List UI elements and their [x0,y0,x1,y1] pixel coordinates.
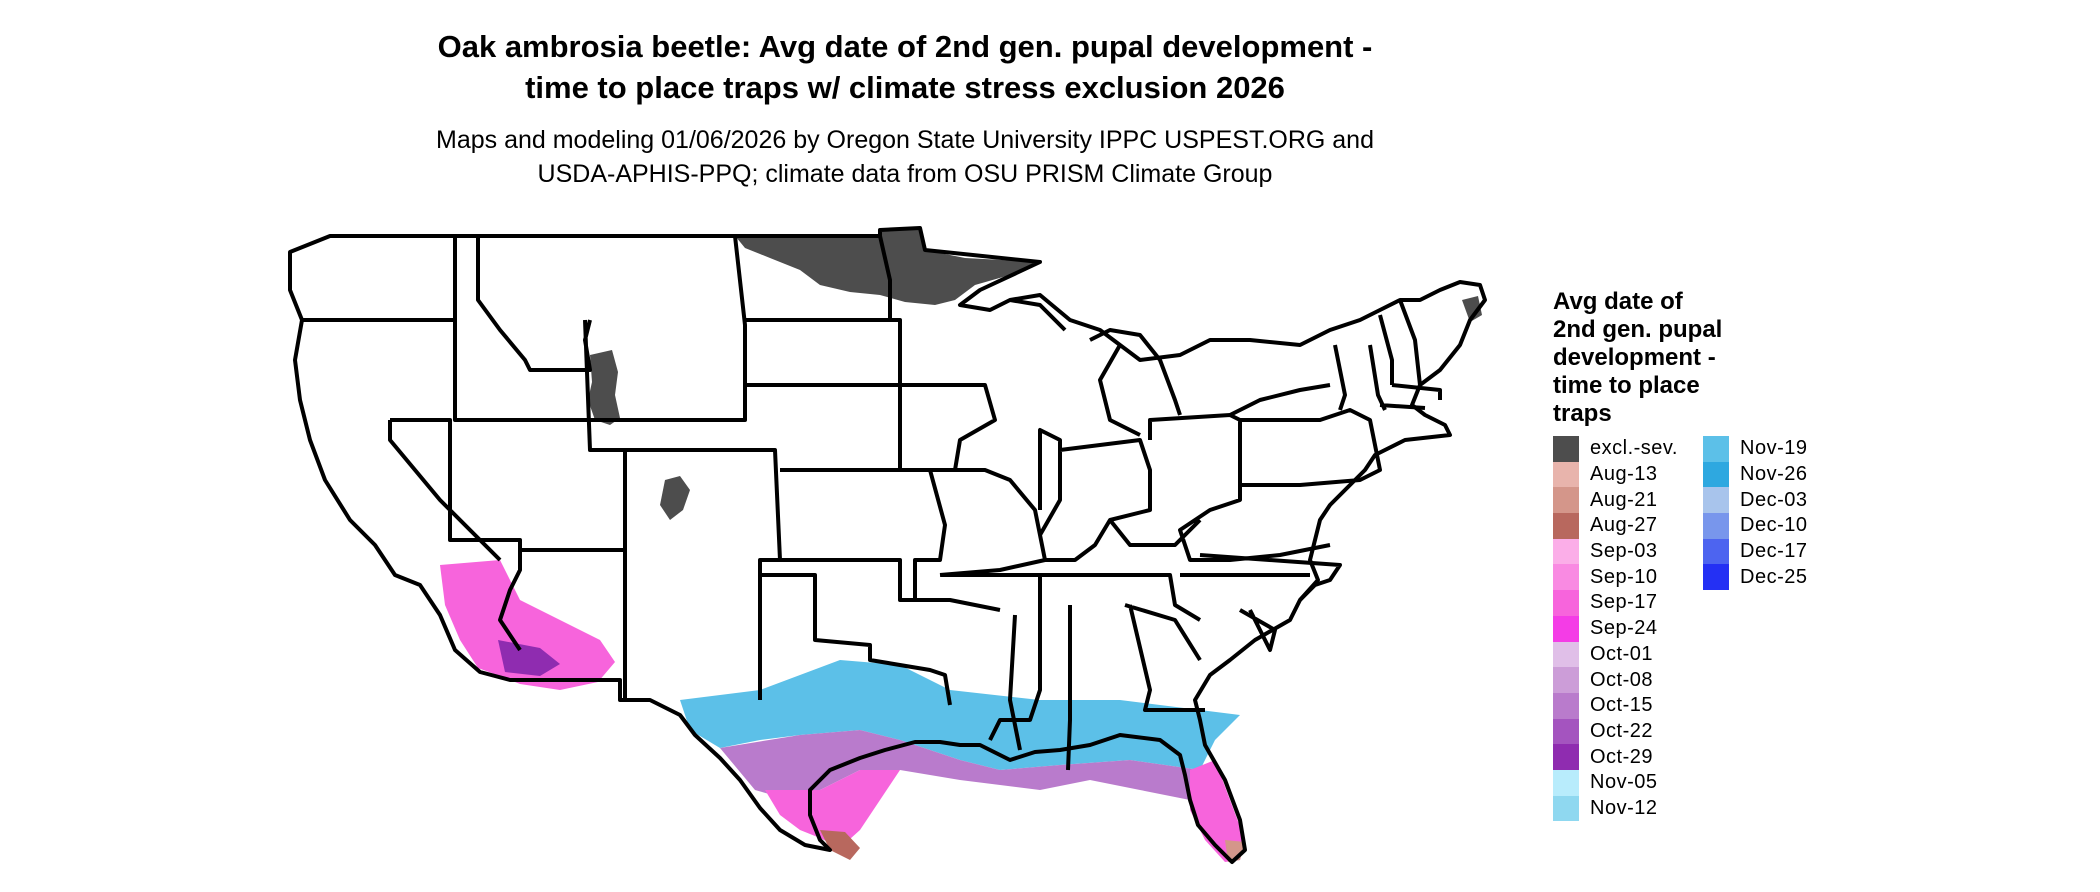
legend-item: Nov-26 [1703,461,1808,488]
excluded-area-wyoming [588,350,620,425]
us-outline [288,226,1487,864]
map-subtitle-line-2: USDA-APHIS-PPQ; climate data from OSU PR… [537,160,1273,188]
legend-swatch [1553,615,1579,642]
legend-title: Avg date of 2nd gen. pupal development -… [1553,288,1722,428]
legend-swatch [1553,487,1579,514]
legend-item: Dec-25 [1703,564,1808,591]
legend-title-line-5: traps [1553,400,1612,427]
state-lines-west [300,235,1442,771]
legend-swatch [1553,667,1579,693]
gulf-band-purple [720,730,1215,800]
state-boundaries [288,226,1487,864]
legend-label: Sep-03 [1590,540,1658,563]
legend-label: Oct-08 [1590,668,1654,691]
great-lakes-outline [1009,298,1331,437]
legend-label: Nov-26 [1740,463,1808,486]
excluded-area-maine [1462,296,1482,322]
legend-item: Sep-10 [1553,564,1678,591]
legend-label: Nov-12 [1590,796,1658,819]
legend-swatch [1553,590,1579,616]
legend-swatch [1703,436,1729,462]
legend-label: Aug-21 [1590,488,1658,511]
legend-label: Nov-19 [1740,437,1808,460]
legend-item: Oct-22 [1553,718,1678,745]
map-fill-layer [440,228,1482,862]
legend-swatch [1553,513,1579,539]
legend-item: Dec-03 [1703,487,1808,514]
legend-label: Aug-13 [1590,463,1658,486]
legend-item: Sep-03 [1553,538,1678,565]
map-subtitle-line-1: Maps and modeling 01/06/2026 by Oregon S… [436,126,1374,154]
legend-swatch [1553,461,1579,488]
legend-item: Dec-17 [1703,538,1808,565]
legend-column-2: Nov-19 Nov-26 Dec-03 Dec-10 Dec-17 Dec-25 [1703,436,1808,591]
legend-swatch [1553,641,1579,668]
legend-item: Sep-17 [1553,590,1678,616]
legend-column-1: excl.-sev. Aug-13 Aug-21 Aug-27 Sep-03 Sep-10… [1553,436,1678,822]
legend-swatch [1703,461,1729,488]
map-subtitle: Maps and modeling 01/06/2026 by Oregon S… [0,123,1810,191]
desert-heat-zone [440,560,615,690]
legend-swatch [1703,538,1729,565]
texas-coast-magenta [765,770,900,848]
legend-swatch [1553,718,1579,745]
legend-item: Nov-12 [1553,795,1678,822]
legend-title-line-2: 2nd gen. pupal [1553,316,1723,343]
legend-label: Sep-10 [1590,565,1658,588]
legend-swatch [1703,513,1729,539]
florida-magenta [1190,760,1245,862]
legend-swatch [1553,436,1579,462]
legend-label: Dec-03 [1740,488,1808,511]
legend-label: Dec-10 [1740,514,1808,537]
map-title-line-1: Oak ambrosia beetle: Avg date of 2nd gen… [437,29,1373,64]
excluded-area-colorado [660,476,690,520]
legend-item: Aug-13 [1553,461,1678,488]
legend-label: Dec-25 [1740,565,1808,588]
legend-swatch [1553,538,1579,565]
legend-label: Oct-22 [1590,719,1654,742]
desert-heat-zone-core [498,640,560,676]
legend-swatch [1553,769,1579,796]
legend-item: Nov-05 [1553,769,1678,796]
legend-swatch [1553,744,1579,770]
map-title-line-2: time to place traps w/ climate stress ex… [525,70,1285,105]
legend-swatch [1703,564,1729,591]
legend-swatch [1703,487,1729,514]
legend-label: Aug-27 [1590,514,1658,537]
legend-label: Oct-15 [1590,694,1654,717]
legend-title-line-1: Avg date of [1553,288,1683,315]
legend-item: Oct-15 [1553,692,1678,719]
legend-label: Nov-05 [1590,771,1658,794]
legend-title-line-4: time to place [1553,372,1700,399]
legend-item: Sep-24 [1553,615,1678,642]
legend-swatch [1553,692,1579,719]
legend-label: excl.-sev. [1590,437,1678,460]
legend-item: Oct-01 [1553,641,1678,668]
legend-label: Dec-17 [1740,540,1808,563]
legend-item: Nov-19 [1703,436,1807,462]
texas-tip-brown [820,830,860,860]
legend-item: Dec-10 [1703,513,1807,539]
legend-label: Sep-17 [1590,591,1658,614]
legend-label: Oct-29 [1590,745,1654,768]
legend-item: excl.-sev. [1553,436,1678,462]
legend-label: Sep-24 [1590,617,1658,640]
legend-item: Oct-08 [1553,667,1678,693]
legend-title-line-3: development - [1553,344,1716,371]
map-title: Oak ambrosia beetle: Avg date of 2nd gen… [0,26,1810,108]
legend-swatch [1553,564,1579,591]
legend-swatch [1553,795,1579,822]
legend-item: Aug-27 [1553,513,1678,539]
legend-item: Aug-21 [1553,487,1678,514]
legend-label: Oct-01 [1590,642,1654,665]
legend-item: Oct-29 [1553,744,1678,770]
